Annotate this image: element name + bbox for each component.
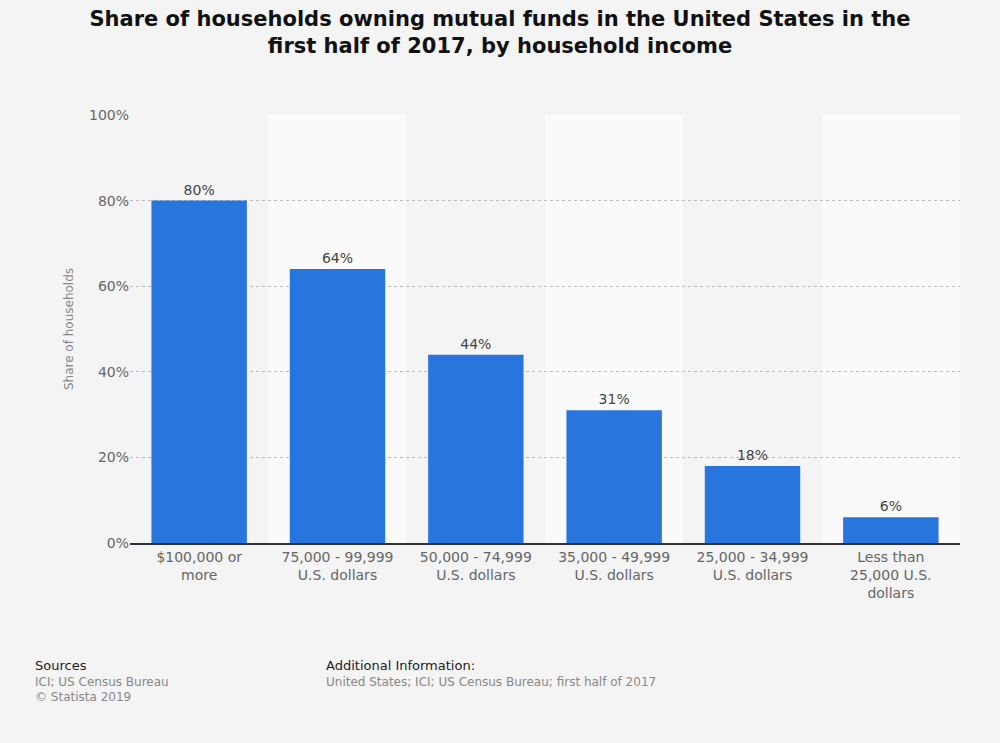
svg-text:6%: 6%	[880, 498, 902, 514]
svg-text:Less than25,000 U.S.dollars: Less than25,000 U.S.dollars	[850, 549, 931, 601]
svg-text:60%: 60%	[98, 278, 129, 294]
svg-text:25,000 - 34,999U.S. dollars: 25,000 - 34,999U.S. dollars	[697, 549, 809, 583]
svg-text:100%: 100%	[89, 107, 129, 123]
svg-text:United States; ICI; US Census: United States; ICI; US Census Bureau; fi…	[326, 675, 656, 689]
svg-text:31%: 31%	[599, 391, 630, 407]
svg-text:40%: 40%	[98, 364, 129, 380]
svg-text:18%: 18%	[737, 447, 768, 463]
svg-text:80%: 80%	[184, 182, 215, 198]
svg-text:35,000 - 49,999U.S. dollars: 35,000 - 49,999U.S. dollars	[558, 549, 670, 583]
svg-text:80%: 80%	[98, 193, 129, 209]
svg-text:20%: 20%	[98, 449, 129, 465]
svg-text:Share of households owning mut: Share of households owning mutual funds …	[89, 7, 910, 58]
svg-text:0%: 0%	[107, 535, 129, 551]
svg-text:© Statista 2019: © Statista 2019	[35, 690, 131, 704]
svg-text:ICI; US Census Bureau: ICI; US Census Bureau	[35, 675, 169, 689]
svg-text:44%: 44%	[460, 336, 491, 352]
svg-text:Additional Information:: Additional Information:	[326, 658, 475, 673]
svg-text:64%: 64%	[322, 250, 353, 266]
svg-text:$100,000 ormore: $100,000 ormore	[156, 549, 242, 583]
svg-text:Sources: Sources	[35, 658, 87, 673]
svg-text:75,000 - 99,999U.S. dollars: 75,000 - 99,999U.S. dollars	[282, 549, 394, 583]
svg-text:50,000 - 74,999U.S. dollars: 50,000 - 74,999U.S. dollars	[420, 549, 532, 583]
svg-text:Share of households: Share of households	[62, 268, 76, 390]
